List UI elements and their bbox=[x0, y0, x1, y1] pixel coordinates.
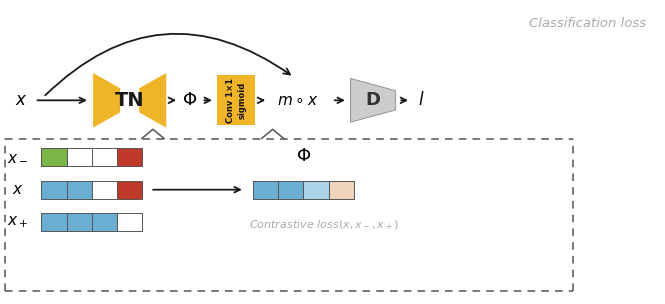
Text: Classification loss: Classification loss bbox=[529, 17, 646, 30]
Bar bbox=[278, 181, 303, 199]
Bar bbox=[66, 148, 92, 166]
Text: D: D bbox=[366, 91, 380, 109]
Text: $x$: $x$ bbox=[12, 182, 24, 197]
Bar bbox=[117, 213, 142, 231]
Polygon shape bbox=[350, 78, 396, 122]
Text: $x_+$: $x_+$ bbox=[7, 214, 29, 230]
Bar bbox=[66, 181, 92, 199]
Bar bbox=[217, 75, 255, 125]
Text: $x$: $x$ bbox=[15, 91, 27, 109]
Bar bbox=[41, 213, 66, 231]
Text: $l$: $l$ bbox=[418, 91, 424, 109]
Bar bbox=[117, 148, 142, 166]
Text: $\Phi$: $\Phi$ bbox=[182, 91, 197, 109]
Bar bbox=[92, 213, 117, 231]
Bar bbox=[117, 181, 142, 199]
Text: $x_-$: $x_-$ bbox=[7, 149, 29, 164]
Bar bbox=[66, 213, 92, 231]
Bar bbox=[329, 181, 354, 199]
Bar bbox=[92, 181, 117, 199]
Bar bbox=[92, 148, 117, 166]
Text: Conv 1×1
sigmoid: Conv 1×1 sigmoid bbox=[225, 78, 247, 123]
Bar bbox=[41, 148, 66, 166]
Text: $\mathit{Contrastive\ loss}(x,x_-,x_+)$: $\mathit{Contrastive\ loss}(x,x_-,x_+)$ bbox=[249, 218, 399, 232]
FancyArrowPatch shape bbox=[45, 34, 290, 95]
Text: TN: TN bbox=[115, 91, 144, 110]
Text: $m \circ x$: $m \circ x$ bbox=[277, 93, 318, 108]
Bar bbox=[41, 181, 66, 199]
Polygon shape bbox=[139, 73, 166, 128]
Bar bbox=[253, 181, 278, 199]
Bar bbox=[303, 181, 329, 199]
Polygon shape bbox=[93, 73, 120, 128]
Text: $\Phi$: $\Phi$ bbox=[296, 147, 311, 165]
